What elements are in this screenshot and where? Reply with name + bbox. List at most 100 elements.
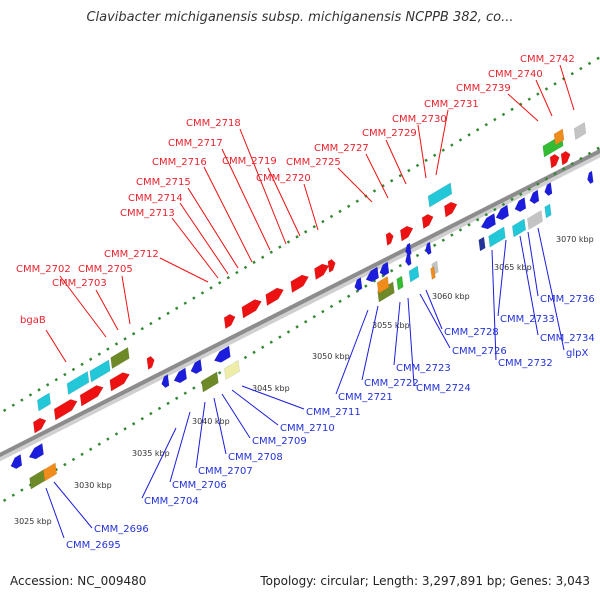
- tick-mark: [579, 156, 583, 161]
- tick-mark: [80, 452, 84, 457]
- gene-label-bottom: glpX: [566, 348, 588, 359]
- forward-gene-arrow: [109, 372, 130, 392]
- tick-mark: [303, 230, 308, 234]
- teal-gene-box: [427, 182, 453, 208]
- gene-label-top: CMM_2713: [120, 208, 175, 219]
- tick-mark: [88, 357, 93, 361]
- grey-gene-box: [527, 209, 543, 231]
- accession-text: Accession: NC_009480: [10, 574, 147, 588]
- label-leader-line: [507, 93, 539, 122]
- tick-mark: [235, 270, 239, 275]
- tick-mark: [166, 311, 170, 316]
- orange-gene-box: [553, 128, 565, 146]
- reverse-gene-arrow: [161, 374, 170, 389]
- tick-mark: [415, 253, 420, 258]
- forward-gene-arrow: [327, 258, 336, 273]
- orange-gene-box: [430, 266, 436, 280]
- olive-gene-box: [201, 371, 219, 393]
- gene-label-bottom: CMM_2721: [338, 392, 393, 403]
- tick-mark: [467, 133, 471, 137]
- kbp-scale-label: 3030 kbp: [74, 481, 112, 490]
- label-leader-line: [221, 148, 271, 251]
- tick-mark: [355, 199, 359, 203]
- tick-mark: [432, 153, 437, 157]
- tick-mark: [389, 179, 394, 183]
- tick-mark: [544, 87, 549, 91]
- gene-label-top: CMM_2729: [362, 128, 417, 139]
- label-leader-line: [187, 187, 239, 269]
- tick-mark: [484, 212, 488, 217]
- reverse-gene-arrow: [28, 442, 44, 460]
- forward-gene-arrow: [385, 231, 394, 246]
- genome-stats-text: Topology: circular; Length: 3,297,891 bp…: [260, 574, 590, 588]
- forward-gene-arrow: [33, 417, 47, 434]
- tick-mark: [536, 182, 540, 186]
- tick-mark: [278, 335, 282, 339]
- label-leader-line: [527, 231, 539, 297]
- kbp-scale-label: 3065 kbp: [494, 263, 532, 272]
- label-leader-line: [159, 257, 209, 283]
- tick-mark: [441, 238, 445, 242]
- tick-mark: [303, 320, 308, 324]
- gene-label-bottom: CMM_2695: [66, 540, 121, 551]
- reverse-gene-arrow: [405, 242, 412, 257]
- orange-gene-box: [43, 462, 57, 482]
- label-leader-line: [435, 109, 449, 176]
- gene-label-top: CMM_2740: [488, 69, 543, 80]
- teal-gene-box: [89, 359, 111, 383]
- tick-mark: [217, 371, 222, 375]
- tick-mark: [157, 316, 162, 321]
- forward-gene-arrow: [223, 313, 236, 330]
- tick-mark: [510, 197, 514, 202]
- tick-mark: [63, 462, 67, 467]
- reverse-gene-arrow: [190, 358, 203, 375]
- tick-mark: [20, 398, 24, 402]
- teal-gene-box: [512, 218, 526, 238]
- reverse-gene-arrow: [10, 453, 23, 470]
- label-leader-line: [417, 124, 427, 179]
- kbp-scale-label: 3040 kbp: [192, 417, 230, 426]
- tick-mark: [88, 447, 93, 451]
- tick-mark: [475, 128, 480, 132]
- tick-mark: [183, 391, 187, 395]
- label-leader-line: [425, 289, 443, 330]
- tick-mark: [338, 209, 342, 214]
- tick-mark: [398, 263, 402, 268]
- tick-mark: [28, 393, 33, 397]
- tick-mark: [570, 71, 574, 76]
- label-leader-line: [141, 427, 177, 499]
- tick-mark: [450, 143, 454, 147]
- tick-mark: [37, 388, 41, 392]
- forward-gene-arrow: [560, 150, 571, 166]
- forward-gene-arrow: [265, 287, 284, 307]
- gene-label-bottom: CMM_2736: [540, 294, 595, 305]
- label-leader-line: [303, 183, 319, 231]
- tick-mark: [123, 337, 127, 341]
- tick-mark: [123, 427, 127, 431]
- gene-label-bottom: CMM_2732: [498, 358, 553, 369]
- tick-mark: [579, 66, 583, 71]
- tick-mark: [355, 289, 359, 293]
- tick-mark: [458, 228, 463, 232]
- tick-mark: [114, 342, 119, 346]
- label-leader-line: [179, 202, 229, 275]
- tick-mark: [166, 401, 170, 406]
- green-gene-box: [396, 275, 404, 291]
- tick-mark: [312, 224, 316, 229]
- reverse-gene-arrow: [544, 182, 553, 197]
- tick-mark: [312, 314, 316, 319]
- tick-mark: [11, 403, 15, 407]
- tick-mark: [243, 265, 248, 270]
- tick-mark: [389, 269, 394, 273]
- tick-mark: [561, 167, 566, 171]
- label-leader-line: [195, 401, 206, 469]
- forward-gene-arrow: [421, 213, 434, 230]
- gene-label-bottom: CMM_2707: [198, 466, 253, 477]
- gene-label-top: CMM_2702: [16, 264, 71, 275]
- tick-mark: [329, 304, 334, 309]
- label-leader-line: [121, 275, 131, 325]
- tick-mark: [587, 61, 592, 66]
- tick-mark: [493, 117, 497, 122]
- tick-mark: [192, 296, 196, 300]
